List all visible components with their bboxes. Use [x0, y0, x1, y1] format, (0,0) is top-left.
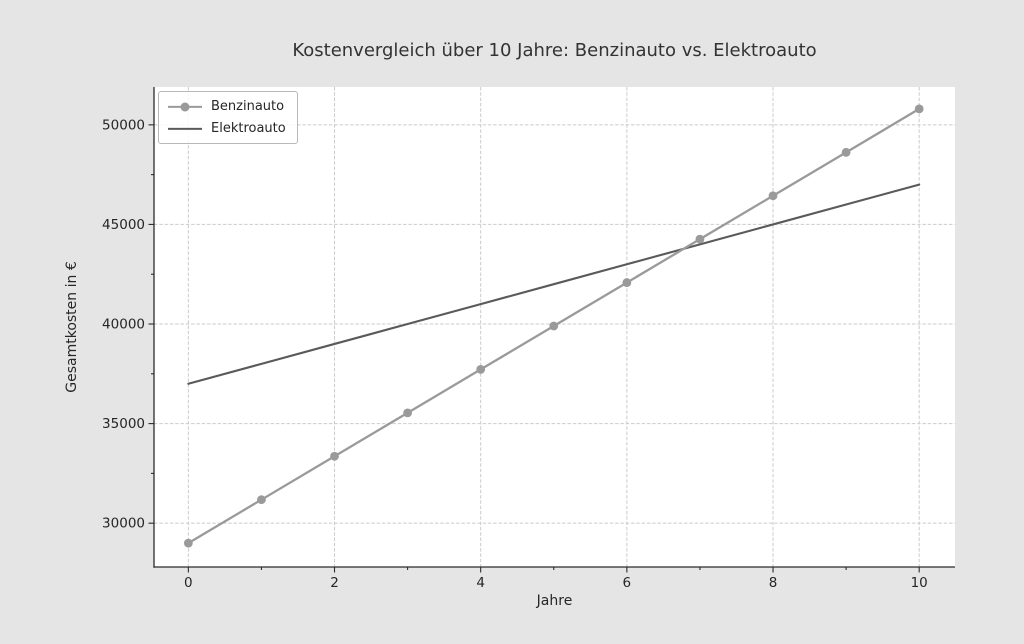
series-elektroauto	[187, 183, 921, 385]
svg-text:45000: 45000	[102, 217, 145, 233]
legend-label: Elektroauto	[211, 121, 286, 136]
legend-label: Benzinauto	[211, 99, 285, 114]
axis-spines	[153, 87, 955, 568]
legend-item-benzinauto: Benzinauto	[168, 98, 286, 115]
svg-text:35000: 35000	[102, 416, 145, 432]
data-point	[183, 538, 193, 548]
svg-text:50000: 50000	[102, 117, 145, 133]
y-tick-labels: 30000 35000 40000 45000 50000	[102, 117, 145, 531]
data-point	[476, 365, 486, 374]
data-point	[330, 451, 339, 461]
data-point	[768, 191, 778, 201]
x-tick-labels: 0 2 4 6 8 10	[184, 575, 928, 591]
svg-text:40000: 40000	[102, 317, 145, 333]
svg-text:4: 4	[476, 575, 485, 591]
svg-text:30000: 30000	[102, 516, 145, 532]
x-axis-label: Jahre	[536, 593, 573, 609]
y-axis-label: Gesamtkosten in €	[64, 261, 80, 393]
data-point	[403, 408, 413, 418]
svg-text:0: 0	[184, 575, 193, 591]
data-point	[695, 234, 705, 244]
legend: Benzinauto Elektroauto	[158, 91, 298, 144]
svg-text:6: 6	[623, 575, 632, 591]
svg-text:10: 10	[911, 575, 928, 591]
data-point	[549, 321, 559, 331]
data-point	[914, 104, 924, 114]
series-benzinauto	[183, 104, 924, 548]
chart-title: Kostenvergleich über 10 Jahre: Benzinaut…	[292, 40, 817, 61]
data-point	[841, 147, 851, 157]
svg-text:2: 2	[330, 575, 339, 591]
legend-item-elektroauto: Elektroauto	[168, 120, 286, 137]
line-with-circle-marker-icon	[168, 102, 202, 112]
line-marker-icon	[168, 124, 202, 134]
data-point	[622, 278, 632, 287]
data-point	[257, 495, 266, 505]
svg-text:8: 8	[769, 575, 778, 591]
